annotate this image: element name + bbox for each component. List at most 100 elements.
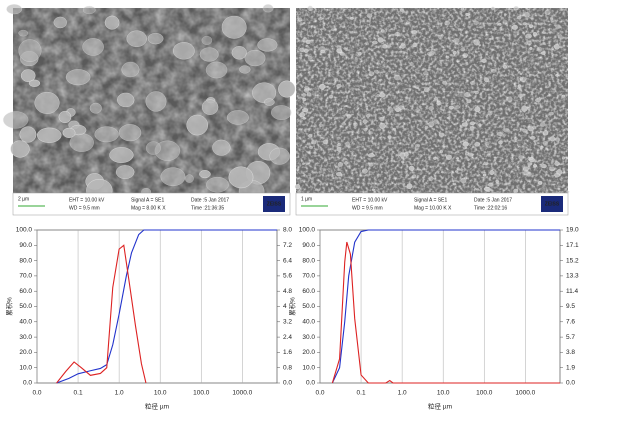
- particle: [94, 126, 119, 143]
- particle: [330, 28, 335, 31]
- x-tick-label: 1.0: [398, 390, 407, 397]
- particle: [366, 13, 373, 18]
- particle: [201, 99, 219, 115]
- particle: [390, 70, 394, 74]
- x-tick-label: 10.0: [437, 390, 450, 397]
- y2-tick-label: 15.2: [566, 257, 579, 264]
- x-tick-label: 10.0: [154, 390, 167, 397]
- particle: [18, 39, 42, 62]
- y-tick-label: 50.0: [19, 303, 32, 310]
- y-tick-label: 10.0: [302, 364, 315, 371]
- particle: [318, 123, 323, 127]
- y-tick-label: 100.0: [299, 227, 316, 234]
- particle: [406, 21, 410, 25]
- particle: [62, 127, 76, 138]
- particle: [478, 123, 482, 127]
- particle: [299, 112, 306, 118]
- particle: [399, 98, 403, 101]
- particle: [409, 62, 414, 66]
- particle: [336, 172, 342, 177]
- particle: [28, 79, 41, 87]
- particle: [439, 150, 443, 154]
- particle: [400, 43, 406, 49]
- particle: [423, 71, 429, 76]
- particle: [445, 55, 450, 59]
- y-tick-label: 10.0: [19, 364, 32, 371]
- particle: [309, 145, 314, 150]
- particle: [557, 34, 563, 39]
- particle: [454, 170, 458, 173]
- series-line: [56, 244, 147, 384]
- particle: [462, 140, 466, 143]
- particle: [399, 152, 406, 158]
- particle: [205, 61, 228, 79]
- series-line: [331, 229, 560, 384]
- time: Time :22:02:16: [474, 205, 507, 211]
- particle: [36, 127, 62, 143]
- particle: [474, 142, 481, 147]
- particle: [412, 42, 418, 47]
- eht: EHT = 10.00 kV: [69, 197, 105, 203]
- particle: [503, 128, 510, 133]
- particle: [10, 140, 30, 158]
- particle: [126, 30, 147, 47]
- particle: [502, 20, 508, 24]
- particle: [440, 171, 444, 174]
- particle: [382, 44, 388, 49]
- y2-tick-label: 1.6: [283, 349, 292, 356]
- particle: [553, 43, 560, 50]
- particle: [386, 44, 392, 48]
- particle: [538, 180, 543, 185]
- particle: [476, 188, 480, 191]
- particle: [555, 137, 561, 142]
- date: Date :5 Jan 2017: [191, 197, 229, 203]
- particle: [326, 85, 329, 88]
- particle: [526, 41, 533, 46]
- particle: [542, 141, 548, 146]
- particle: [362, 119, 368, 124]
- particle: [469, 126, 475, 131]
- particle: [239, 65, 251, 74]
- y-tick-label: 70.0: [302, 273, 315, 280]
- particle: [438, 132, 445, 137]
- particle: [307, 55, 313, 60]
- particle: [474, 106, 481, 113]
- particle: [58, 110, 72, 124]
- particle: [368, 162, 374, 167]
- plot-area: [36, 229, 278, 384]
- y-tick-label: 80.0: [302, 257, 315, 264]
- particle: [415, 143, 421, 148]
- particle: [463, 55, 468, 59]
- particle: [19, 126, 37, 143]
- particle: [532, 32, 538, 37]
- particle: [336, 83, 342, 88]
- particle: [474, 90, 479, 95]
- particle: [118, 124, 142, 142]
- particle: [549, 136, 556, 142]
- particle: [548, 166, 555, 172]
- y2-tick-label: 11.4: [566, 288, 579, 295]
- particle: [540, 145, 544, 149]
- y2-tick-label: 8.0: [283, 227, 292, 234]
- particle: [483, 161, 489, 166]
- particle: [427, 51, 433, 56]
- particle: [368, 131, 373, 135]
- particle: [529, 46, 533, 50]
- particle: [557, 187, 561, 191]
- particle: [345, 105, 348, 107]
- particle: [302, 22, 306, 25]
- particle: [527, 126, 534, 132]
- wd: WD = 9.5 mm: [69, 205, 100, 211]
- particle: [424, 87, 430, 93]
- particle: [415, 108, 421, 112]
- y2-tick-label: 2.4: [283, 334, 292, 341]
- y2-tick-label: 9.5: [566, 303, 575, 310]
- y2-tick-label: 0.8: [283, 364, 292, 371]
- particle: [377, 37, 384, 43]
- particle: [503, 183, 507, 186]
- particle: [244, 49, 266, 67]
- particle: [306, 92, 312, 97]
- particle: [269, 147, 290, 165]
- particle: [491, 6, 495, 10]
- particle: [528, 24, 534, 28]
